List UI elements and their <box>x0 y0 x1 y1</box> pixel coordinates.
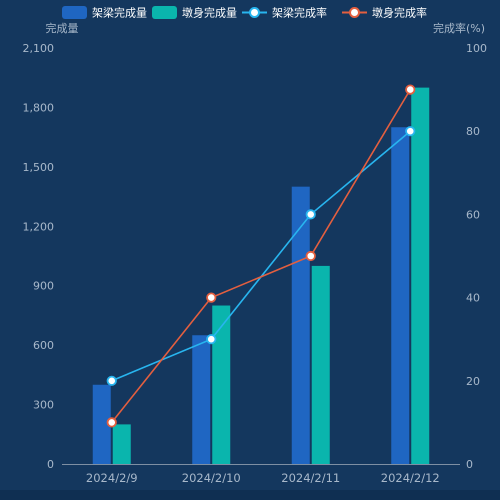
line-series <box>106 84 416 428</box>
left-tick-label: 0 <box>47 458 54 471</box>
right-tick-label: 40 <box>466 292 480 305</box>
legend-label: 架梁完成量 <box>92 6 147 20</box>
left-tick-label: 1,500 <box>23 161 55 174</box>
legend-label: 墩身完成率 <box>372 6 427 20</box>
bar-series <box>92 87 430 464</box>
left-axis-title: 完成量 <box>46 21 79 35</box>
pier-volume-bar <box>112 424 131 464</box>
legend: 架梁完成量 墩身完成量 架梁完成率 墩身完成率 <box>62 6 427 20</box>
pier-rate-point <box>405 84 416 95</box>
legend-label: 墩身完成量 <box>182 6 237 20</box>
legend-bar-swatch <box>152 6 177 19</box>
bridge-rate-point <box>305 209 316 220</box>
right-axis-ticks: 0 20 40 60 80 100 <box>466 42 487 471</box>
left-tick-label: 300 <box>33 399 54 412</box>
left-tick-label: 2,100 <box>23 42 55 55</box>
bridge-rate-point <box>405 126 416 137</box>
legend-item[interactable]: 墩身完成量 <box>152 6 237 20</box>
pier-volume-bar <box>311 265 330 464</box>
right-tick-label: 60 <box>466 208 480 221</box>
pier-volume-bar <box>411 87 430 464</box>
pier-rate-point <box>305 250 316 262</box>
legend-bar-swatch <box>62 6 87 19</box>
bridge-volume-bar <box>92 384 111 464</box>
bridge-volume-bar <box>391 127 410 464</box>
bridge-volume-bar <box>192 335 211 464</box>
legend-item[interactable]: 墩身完成率 <box>342 6 427 20</box>
x-tick-label: 2024/2/9 <box>86 471 138 485</box>
pier-volume-bar <box>212 305 231 464</box>
x-tick-label: 2024/2/12 <box>381 471 440 485</box>
pier-rate-line <box>111 89 411 423</box>
legend-marker <box>249 7 260 18</box>
legend-marker <box>349 7 360 18</box>
left-tick-label: 1,800 <box>23 101 55 114</box>
pier-rate-point <box>206 292 217 303</box>
bridge-rate-line <box>111 130 411 382</box>
right-axis-title: 完成率(%) <box>433 21 485 35</box>
left-tick-label: 600 <box>33 339 54 352</box>
legend-item[interactable]: 架梁完成率 <box>242 6 327 20</box>
right-tick-label: 100 <box>466 42 487 55</box>
legend-label: 架梁完成率 <box>272 6 327 20</box>
x-tick-label: 2024/2/10 <box>182 471 241 485</box>
bridge-rate-point <box>206 334 217 345</box>
left-tick-label: 900 <box>33 280 54 293</box>
right-tick-label: 20 <box>466 375 480 388</box>
x-tick-label: 2024/2/11 <box>281 471 340 485</box>
legend-item[interactable]: 架梁完成量 <box>62 6 147 20</box>
right-tick-label: 80 <box>466 125 480 138</box>
pier-rate-point <box>106 417 117 428</box>
x-axis: 2024/2/9 2024/2/10 2024/2/11 2024/2/12 <box>62 464 460 485</box>
right-tick-label: 0 <box>466 458 473 471</box>
bridge-volume-bar <box>291 186 310 464</box>
left-axis-ticks: 0 300 600 900 1,200 1,500 1,800 2,100 <box>23 42 55 471</box>
bridge-rate-point <box>106 375 117 386</box>
footer-strip <box>0 490 500 500</box>
left-tick-label: 1,200 <box>23 220 55 233</box>
